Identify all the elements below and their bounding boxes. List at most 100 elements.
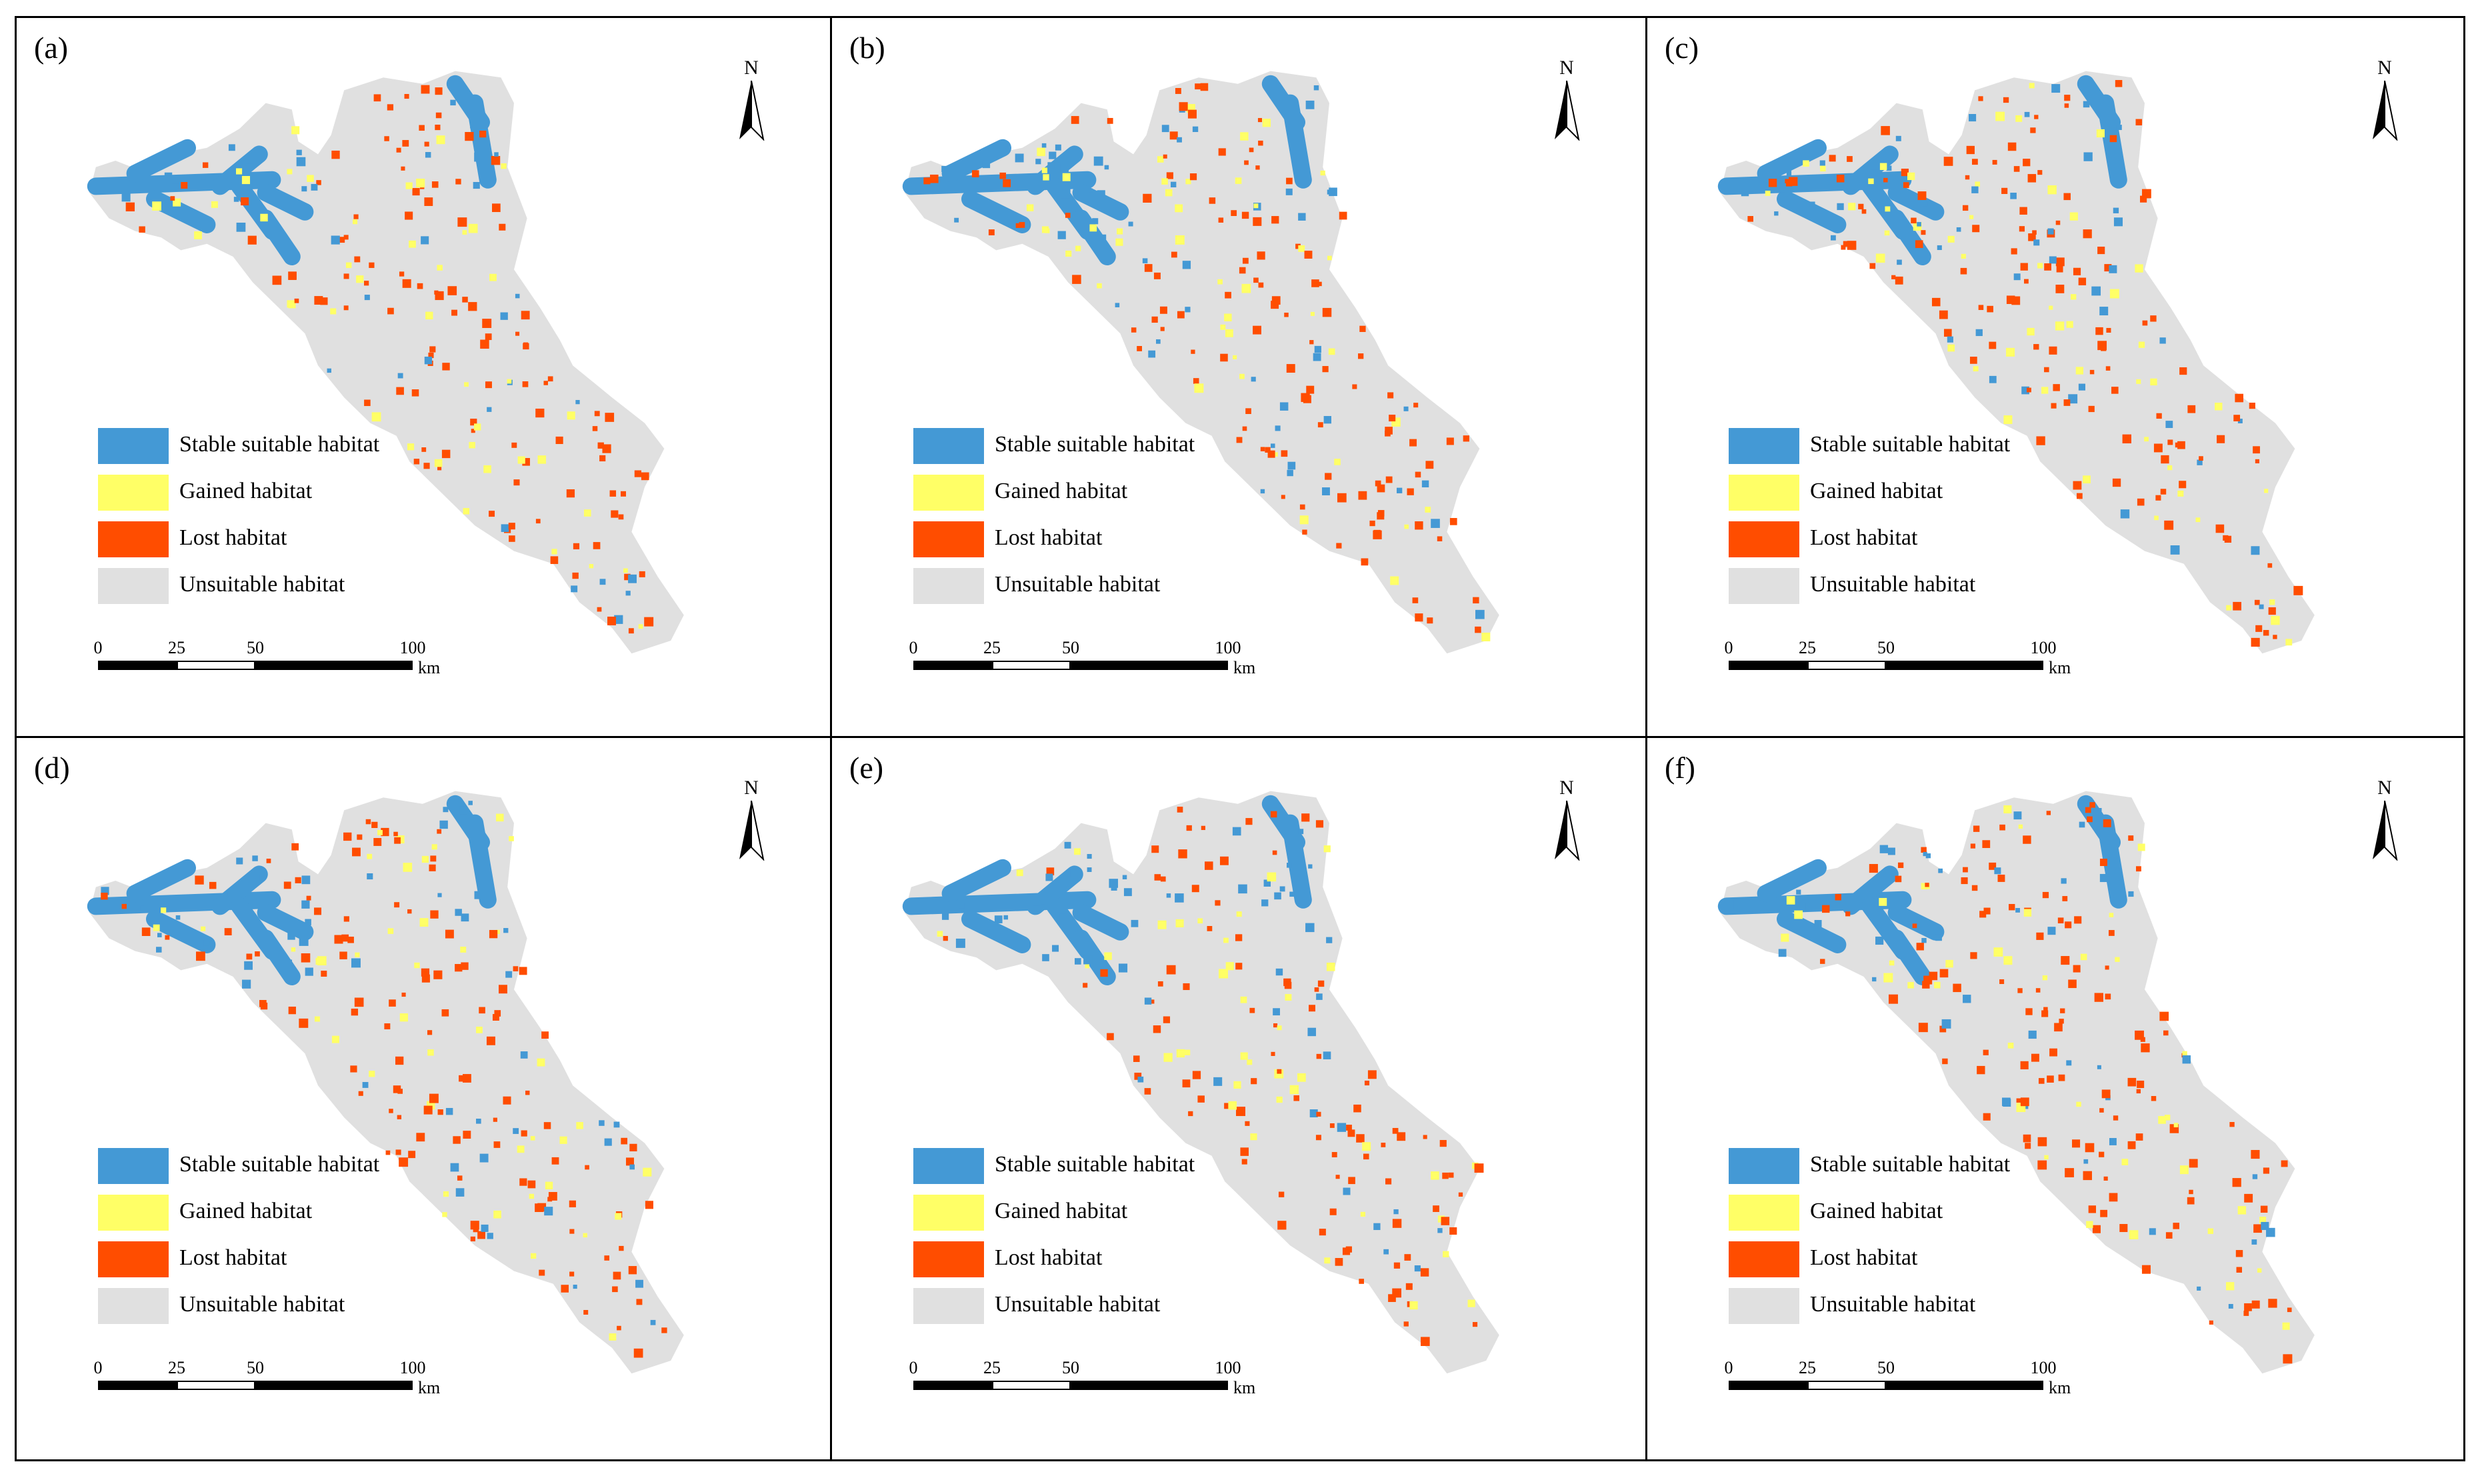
lost-habitat-cell xyxy=(1107,117,1113,124)
gained-habitat-cell xyxy=(2282,1322,2290,1330)
stable-habitat xyxy=(257,209,301,265)
stable-habitat-cell xyxy=(1298,829,1304,835)
stable-habitat-cell xyxy=(1177,137,1182,143)
gained-habitat-cell xyxy=(1973,366,1979,372)
lost-habitat-cell xyxy=(431,181,439,188)
lost-habitat-cell xyxy=(1251,1078,1257,1085)
scale-segment xyxy=(98,1381,177,1390)
lost-habitat-cell xyxy=(461,962,469,970)
stable-habitat-cell xyxy=(1274,892,1281,900)
lost-habitat-cell xyxy=(1207,926,1213,931)
stable-habitat-cell xyxy=(1935,934,1942,941)
gained-habitat-cell xyxy=(559,1136,567,1144)
stable-habitat-cell xyxy=(285,959,293,967)
lost-habitat-cell xyxy=(1439,1140,1447,1147)
lost-habitat-cell xyxy=(2074,916,2082,924)
gained-habitat-cell xyxy=(495,929,500,935)
map-panel: (d) N Stable suitable habitat Gained habita… xyxy=(17,738,832,1459)
lost-habitat-cell xyxy=(543,381,548,385)
stable-habitat-cell xyxy=(461,913,469,922)
gained-habitat-cell xyxy=(2086,1221,2093,1228)
gained-habitat-cell xyxy=(537,455,547,464)
stable-habitat-cell xyxy=(299,936,309,946)
gained-habitat-cell xyxy=(2215,403,2223,411)
stable-habitat-cell xyxy=(599,579,606,585)
lost-habitat-cell xyxy=(1373,529,1381,537)
stable-habitat-cell xyxy=(2113,207,2119,213)
lost-habitat-cell xyxy=(511,442,517,448)
lost-habitat-cell xyxy=(2233,415,2241,421)
stable-habitat-cell xyxy=(156,947,162,953)
gained-habitat-cell xyxy=(235,168,243,175)
stable-habitat-cell xyxy=(1969,114,1977,122)
lost-habitat-cell xyxy=(2027,174,2037,183)
gained-habitat-cell xyxy=(1253,203,1259,209)
gained-habitat-cell xyxy=(2177,490,2184,497)
arrow-icon xyxy=(739,801,765,861)
lost-habitat-cell xyxy=(1131,327,1137,333)
lost-habitat-cell xyxy=(354,256,361,263)
lost-habitat-cell xyxy=(2136,1089,2141,1094)
lost-habitat-cell xyxy=(1983,1049,1989,1055)
map-panel: (f) N Stable suitable habitat Gained habita… xyxy=(1647,738,2463,1459)
lost-habitat-cell xyxy=(2060,1008,2065,1013)
gained-habitat-cell xyxy=(419,918,429,927)
lost-habitat-cell xyxy=(389,999,396,1007)
lost-habitat-cell xyxy=(1191,349,1195,354)
stable-habitat-cell xyxy=(1314,345,1321,353)
lost-habitat-cell xyxy=(1911,217,1917,224)
lost-habitat-cell xyxy=(1163,154,1167,159)
lost-habitat-cell xyxy=(1195,83,1201,90)
lost-habitat-cell xyxy=(1449,1227,1457,1235)
stable-habitat-cell xyxy=(1142,258,1148,263)
arrow-icon xyxy=(2373,81,2398,141)
scale-tick-label: 100 xyxy=(1215,1358,1241,1377)
lost-habitat-cell xyxy=(2232,1178,2241,1187)
gained-habitat-cell xyxy=(2144,437,2149,442)
gained-habitat-cell xyxy=(1041,167,1048,173)
lost-habitat-cell xyxy=(291,843,299,851)
lost-habitat-cell xyxy=(224,928,232,936)
stable-habitat-cell xyxy=(1088,188,1093,193)
lost-habitat-cell xyxy=(316,180,321,185)
lost-habitat-cell xyxy=(1325,473,1332,480)
stable-habitat-cell xyxy=(424,357,433,365)
stable-habitat-cell xyxy=(982,160,991,169)
stable-habitat-cell xyxy=(2120,509,2130,519)
lost-habitat-cell xyxy=(1316,1053,1322,1059)
lost-habitat-cell xyxy=(2233,601,2242,611)
figure-frame: (a) N Stable suitable habitat Gained habita… xyxy=(15,16,2465,1461)
lost-habitat-cell xyxy=(1258,282,1264,288)
gained-habitat-cell xyxy=(1879,163,1887,170)
lost-habitat-cell xyxy=(343,916,349,922)
stable-habitat-cell xyxy=(1155,339,1161,344)
lost-habitat-cell xyxy=(343,305,349,311)
stable-habitat-cell xyxy=(483,157,491,165)
stable-habitat-cell xyxy=(1963,995,1971,1003)
gained-habitat-cell xyxy=(1820,165,1826,172)
lost-habitat-cell xyxy=(1973,825,1980,832)
stable-habitat-cell xyxy=(445,1107,453,1115)
lost-habitat-cell xyxy=(445,929,454,939)
scale-tick-label: 0 xyxy=(1724,1358,1733,1377)
lost-habitat-cell xyxy=(543,1122,551,1129)
lost-habitat-cell xyxy=(2003,97,2009,103)
lost-habitat-cell xyxy=(522,381,529,387)
gained-habitat-cell xyxy=(2042,975,2048,981)
lost-habitat-cell xyxy=(401,166,405,171)
lost-habitat-cell xyxy=(619,1245,624,1251)
gained-habitat-cell xyxy=(387,928,394,934)
legend-swatch xyxy=(1729,521,1799,557)
gained-habitat-cell xyxy=(1065,250,1072,257)
lost-habitat-cell xyxy=(1159,306,1167,314)
lost-habitat-cell xyxy=(1421,1337,1430,1346)
gained-habitat-cell xyxy=(1228,1101,1237,1110)
lost-habitat-cell xyxy=(629,1143,637,1152)
scale-tick-label: 50 xyxy=(1062,1358,1079,1377)
lost-habitat-cell xyxy=(2112,478,2121,487)
lost-habitat-cell xyxy=(351,1008,359,1016)
lost-habitat-cell xyxy=(1257,118,1263,123)
stable-habitat-cell xyxy=(305,919,311,926)
stable-habitat-cell xyxy=(1886,165,1892,171)
lost-habitat-cell xyxy=(421,447,427,452)
